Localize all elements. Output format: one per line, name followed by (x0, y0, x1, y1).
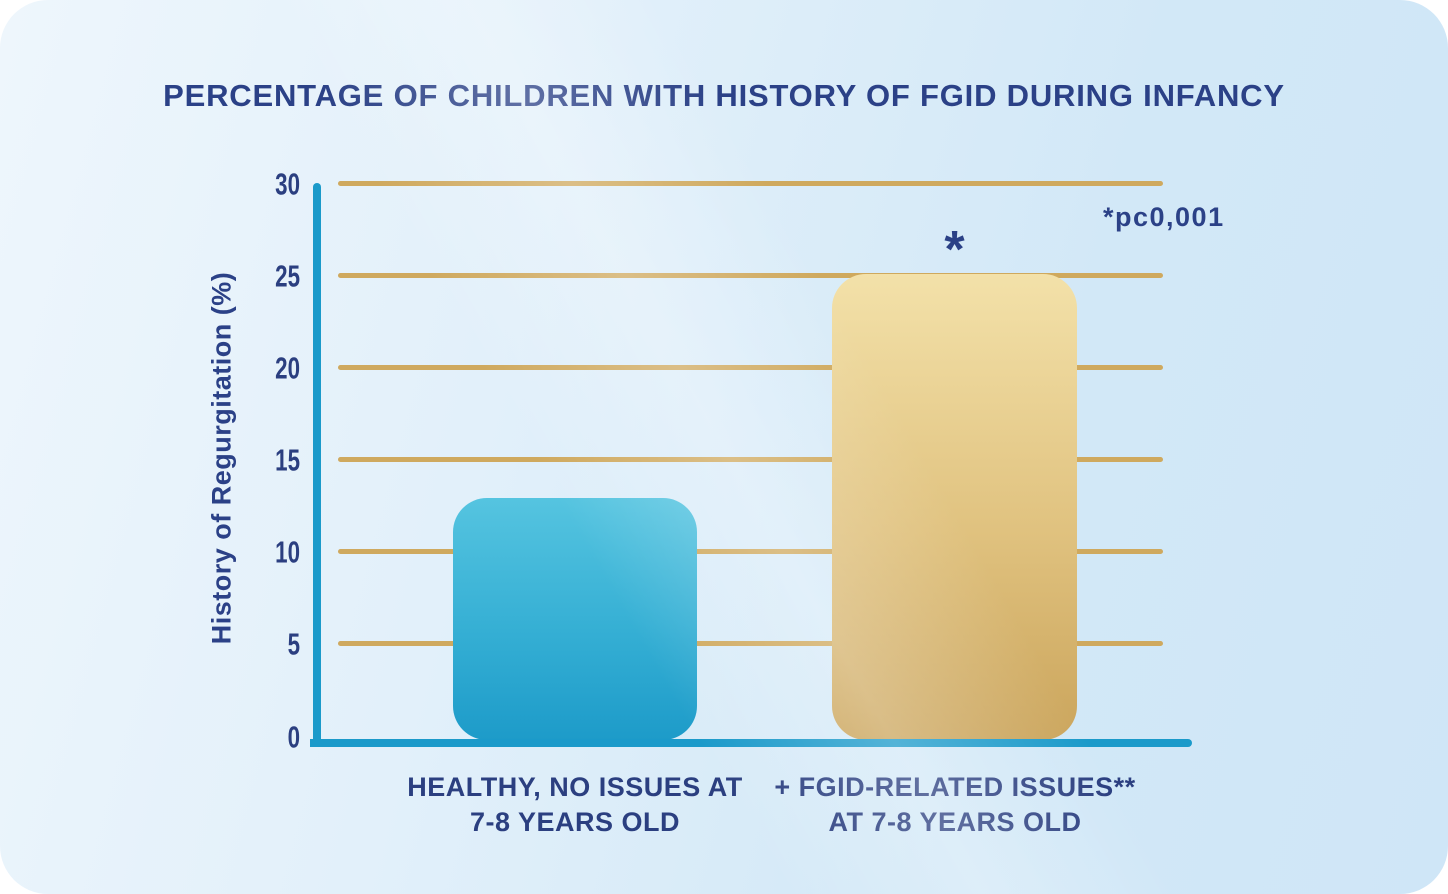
x-axis-line (310, 739, 1192, 747)
gridline-30 (338, 181, 1163, 186)
bar-fgid-related-issues (832, 274, 1077, 740)
y-tick-5: 5 (287, 626, 300, 662)
y-tick-30: 30 (275, 166, 300, 202)
significance-note: *pc0,001 (1103, 202, 1225, 232)
y-tick-25: 25 (275, 258, 300, 294)
y-tick-15: 15 (275, 442, 300, 478)
x-label-healthy-line2: 7-8 YEARS OLD (469, 806, 681, 837)
gridline-25 (338, 273, 1163, 278)
y-tick-20: 20 (275, 350, 300, 386)
bar-healthy-no-issues (453, 498, 697, 740)
significance-asterisk: * (944, 221, 965, 279)
x-label-healthy: HEALTHY, NO ISSUES AT 7-8 YEARS OLD (385, 770, 765, 839)
gridline-20 (338, 365, 1163, 370)
chart-title: PERCENTAGE OF CHILDREN WITH HISTORY OF F… (163, 78, 1285, 113)
x-label-fgid-line1: + FGID-RELATED ISSUES** (774, 772, 1136, 802)
gridline-15 (338, 457, 1163, 462)
y-axis-title: History of Regurgitation (%) (206, 271, 237, 645)
y-tick-10: 10 (275, 534, 300, 570)
y-tick-0: 0 (287, 719, 300, 755)
x-label-healthy-line1: HEALTHY, NO ISSUES AT (407, 772, 743, 802)
gridline-5 (338, 641, 1163, 646)
x-label-fgid: + FGID-RELATED ISSUES** AT 7-8 YEARS OLD (755, 770, 1155, 839)
x-label-fgid-line2: AT 7-8 YEARS OLD (828, 806, 1082, 837)
gridline-10 (338, 549, 1163, 554)
y-axis-line (313, 183, 321, 747)
